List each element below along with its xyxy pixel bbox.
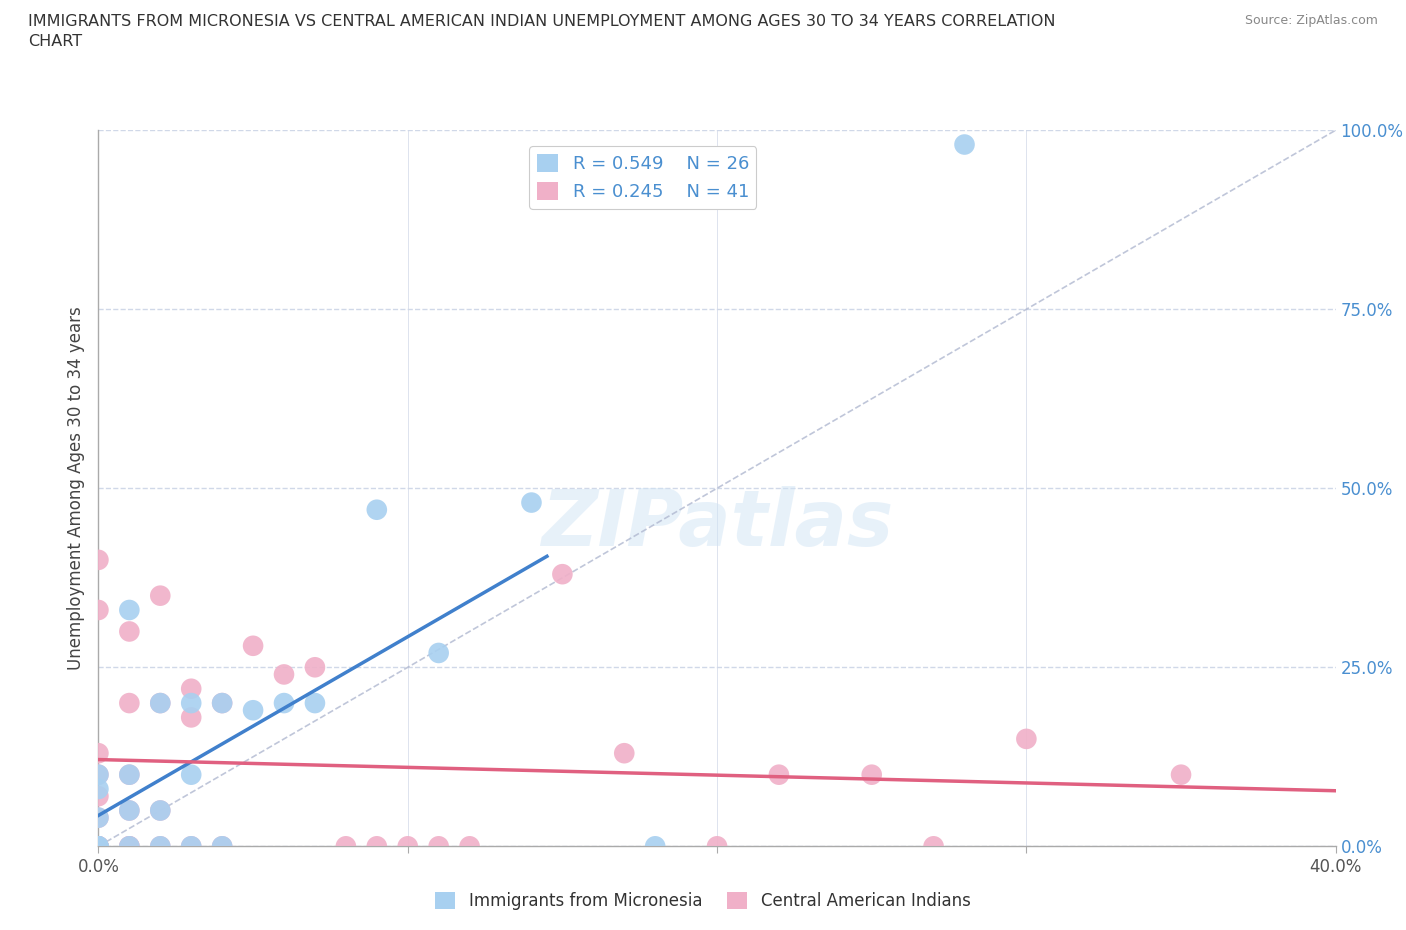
Point	[149, 804, 172, 818]
Point	[242, 703, 264, 718]
Point	[180, 767, 202, 782]
Point	[427, 645, 450, 660]
Point	[87, 767, 110, 782]
Point	[520, 495, 543, 510]
Point	[87, 781, 110, 796]
Point	[118, 767, 141, 782]
Point	[613, 746, 636, 761]
Point	[118, 767, 141, 782]
Point	[149, 804, 172, 818]
Point	[180, 839, 202, 854]
Point	[118, 624, 141, 639]
Point	[87, 839, 110, 854]
Point	[87, 839, 110, 854]
Point	[149, 696, 172, 711]
Point	[118, 804, 141, 818]
Point	[922, 839, 945, 854]
Point	[366, 502, 388, 517]
Point	[273, 696, 295, 711]
Point	[211, 839, 233, 854]
Legend: Immigrants from Micronesia, Central American Indians: Immigrants from Micronesia, Central Amer…	[429, 885, 977, 917]
Text: Source: ZipAtlas.com: Source: ZipAtlas.com	[1244, 14, 1378, 27]
Point	[149, 696, 172, 711]
Text: ZIPatlas: ZIPatlas	[541, 486, 893, 562]
Point	[768, 767, 790, 782]
Point	[427, 839, 450, 854]
Point	[211, 696, 233, 711]
Point	[180, 839, 202, 854]
Point	[87, 767, 110, 782]
Point	[149, 589, 172, 604]
Point	[87, 839, 110, 854]
Point	[87, 839, 110, 854]
Point	[1170, 767, 1192, 782]
Point	[118, 839, 141, 854]
Point	[118, 696, 141, 711]
Point	[87, 839, 110, 854]
Point	[118, 839, 141, 854]
Point	[118, 804, 141, 818]
Point	[149, 839, 172, 854]
Legend: R = 0.549    N = 26, R = 0.245    N = 41: R = 0.549 N = 26, R = 0.245 N = 41	[529, 146, 756, 208]
Point	[953, 137, 976, 152]
Point	[335, 839, 357, 854]
Point	[118, 839, 141, 854]
Point	[273, 667, 295, 682]
Point	[644, 839, 666, 854]
Point	[1015, 731, 1038, 746]
Point	[87, 789, 110, 804]
Point	[149, 839, 172, 854]
Point	[87, 552, 110, 567]
Point	[87, 839, 110, 854]
Point	[304, 696, 326, 711]
Point	[180, 710, 202, 724]
Point	[366, 839, 388, 854]
Point	[180, 682, 202, 697]
Point	[180, 696, 202, 711]
Point	[87, 839, 110, 854]
Point	[458, 839, 481, 854]
Y-axis label: Unemployment Among Ages 30 to 34 years: Unemployment Among Ages 30 to 34 years	[66, 306, 84, 671]
Point	[396, 839, 419, 854]
Point	[551, 566, 574, 581]
Point	[242, 638, 264, 653]
Point	[304, 660, 326, 675]
Point	[118, 603, 141, 618]
Point	[211, 839, 233, 854]
Point	[87, 603, 110, 618]
Point	[87, 810, 110, 825]
Point	[860, 767, 883, 782]
Point	[211, 696, 233, 711]
Point	[87, 810, 110, 825]
Point	[706, 839, 728, 854]
Point	[87, 746, 110, 761]
Text: IMMIGRANTS FROM MICRONESIA VS CENTRAL AMERICAN INDIAN UNEMPLOYMENT AMONG AGES 30: IMMIGRANTS FROM MICRONESIA VS CENTRAL AM…	[28, 14, 1056, 48]
